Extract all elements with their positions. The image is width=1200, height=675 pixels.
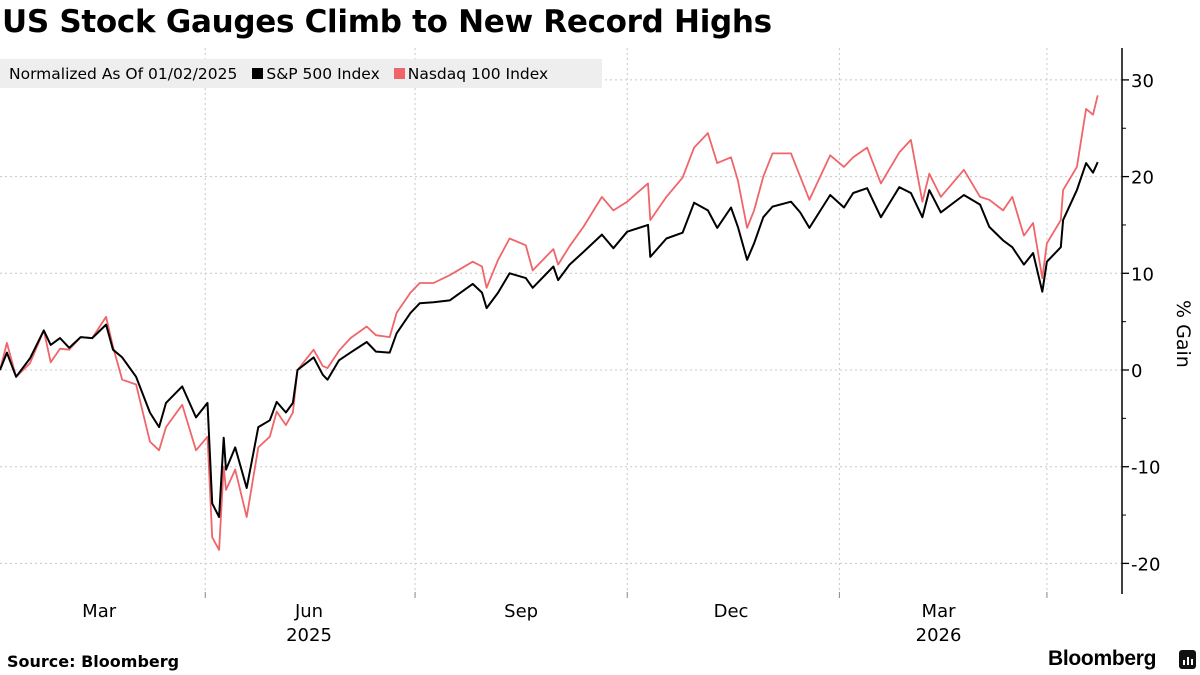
x-tick-label: Sep [504,601,538,622]
x-year-label: 2026 [916,625,962,646]
legend-swatch-sp500 [252,68,264,79]
y-tick-label: 20 [1131,168,1154,189]
bloomberg-logo: Bloomberg [1048,647,1157,670]
legend: Normalized As Of 01/02/2025 S&P 500 Inde… [0,59,602,88]
legend-label-nasdaq100: Nasdaq 100 Index [407,64,549,83]
y-axis-label: % Gain [1172,300,1194,368]
x-tick-label: Mar [922,601,957,622]
series-lines [0,95,1099,551]
x-tick-label: Jun [294,601,323,622]
normalization-note: Normalized As Of 01/02/2025 [9,64,238,83]
y-tick-label: 10 [1131,264,1154,285]
legend-label-sp500: S&P 500 Index [266,64,380,83]
y-tick-label: 0 [1131,361,1142,382]
x-tick-label: Dec [714,601,749,622]
y-axis: -20 -10 0 10 20 30 [1121,48,1160,594]
chart-title: US Stock Gauges Climb to New Record High… [2,4,772,40]
source-note: Source: Bloomberg [7,652,180,671]
series-line-nasdaq100 [0,95,1099,551]
y-tick-label: 30 [1131,71,1154,92]
legend-swatch-nasdaq100 [393,68,405,79]
gridlines [0,48,1122,598]
legend-item-nasdaq100: Nasdaq 100 Index [393,64,549,83]
legend-item-sp500: S&P 500 Index [252,64,380,83]
x-year-label: 2025 [286,625,332,646]
series-line-sp500 [0,161,1099,518]
x-tick-label: Mar [82,601,117,622]
y-tick-label: -10 [1131,458,1160,479]
x-axis-labels: Mar Jun Sep Dec Mar 2025 2026 [82,601,961,646]
y-tick-label: -20 [1131,554,1160,575]
bloomberg-chart-icon [1179,650,1196,669]
